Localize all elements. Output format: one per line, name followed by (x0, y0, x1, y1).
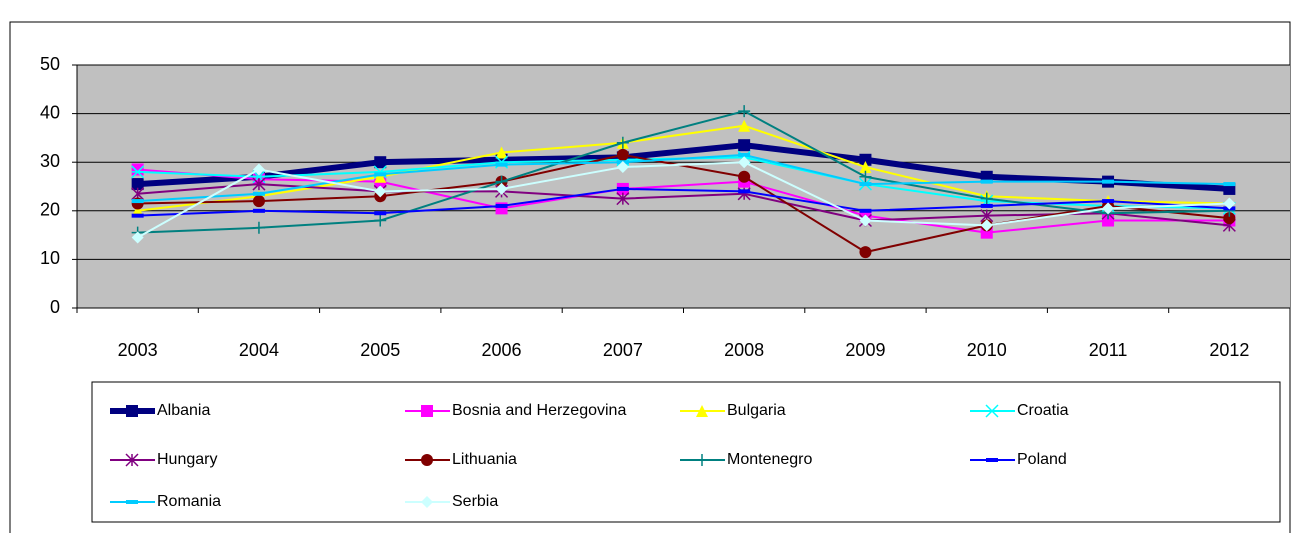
legend-label: Romania (157, 493, 221, 510)
marker (374, 214, 387, 227)
legend-label: Croatia (1017, 402, 1069, 419)
x-tick-label: 2011 (1089, 340, 1128, 360)
x-tick-label: 2008 (724, 340, 764, 360)
legend-box (91, 381, 1281, 523)
y-tick-label: 10 (40, 248, 60, 268)
x-tick-label: 2012 (1209, 340, 1249, 360)
legend-label: Poland (1017, 451, 1067, 468)
x-tick-label: 2003 (118, 340, 158, 360)
y-tick-label: 20 (40, 200, 60, 220)
y-tick-label: 40 (40, 102, 60, 122)
marker (616, 148, 629, 161)
marker (738, 105, 751, 118)
x-tick-label: 2010 (967, 340, 1007, 360)
marker (252, 221, 265, 234)
x-tick-label: 2009 (845, 340, 885, 360)
marker (1223, 197, 1236, 210)
marker (738, 139, 751, 152)
marker (859, 246, 872, 259)
series-line (137, 110, 1230, 234)
marker (495, 146, 508, 159)
marker (616, 136, 629, 149)
marker (131, 231, 144, 244)
marker (131, 165, 145, 179)
legend-label: Bulgaria (727, 402, 786, 419)
x-tick-label: 2004 (239, 340, 279, 360)
marker (859, 170, 872, 183)
marker (374, 156, 387, 169)
marker (1102, 214, 1115, 227)
legend-label: Hungary (157, 451, 217, 468)
legend-marker (696, 454, 708, 466)
marker (495, 182, 508, 195)
marker (131, 163, 144, 176)
legend-label: Serbia (452, 493, 498, 510)
x-tick-label: 2005 (360, 340, 400, 360)
series-line (137, 187, 1230, 217)
legend-marker (126, 405, 138, 417)
legend-marker (985, 404, 999, 418)
y-tick-label: 30 (40, 151, 60, 171)
series-line (137, 153, 1230, 254)
legend-marker (421, 405, 433, 417)
legend-label: Bosnia and Herzegovina (452, 402, 626, 419)
legend-label: Lithuania (452, 451, 517, 468)
plot-area (77, 65, 1290, 308)
legend-marker (696, 405, 708, 417)
series-line (137, 183, 1230, 227)
marker (131, 178, 144, 191)
marker (738, 156, 751, 169)
marker (374, 170, 387, 183)
legend-label: Albania (157, 402, 210, 419)
marker (252, 195, 265, 208)
marker (738, 170, 751, 183)
marker (1223, 212, 1236, 225)
y-tick-label: 0 (50, 297, 60, 317)
series-line (137, 153, 1230, 203)
marker (1102, 202, 1115, 215)
series-line (137, 142, 1230, 192)
marker (252, 163, 265, 176)
marker (616, 192, 630, 206)
marker (859, 161, 872, 174)
marker (252, 177, 266, 191)
marker (738, 119, 751, 132)
marker (616, 161, 629, 174)
x-tick-label: 2007 (603, 340, 643, 360)
y-tick-label: 50 (40, 54, 60, 74)
marker (859, 214, 872, 227)
legend-marker (421, 454, 433, 466)
marker (980, 192, 993, 205)
marker (859, 153, 872, 166)
legend-label: Montenegro (727, 451, 812, 468)
series-line (137, 161, 1230, 239)
marker (374, 185, 387, 198)
marker (980, 219, 993, 232)
x-tick-label: 2006 (482, 340, 522, 360)
series-line (137, 124, 1230, 212)
legend-marker (421, 496, 433, 508)
legend-marker (125, 453, 139, 467)
